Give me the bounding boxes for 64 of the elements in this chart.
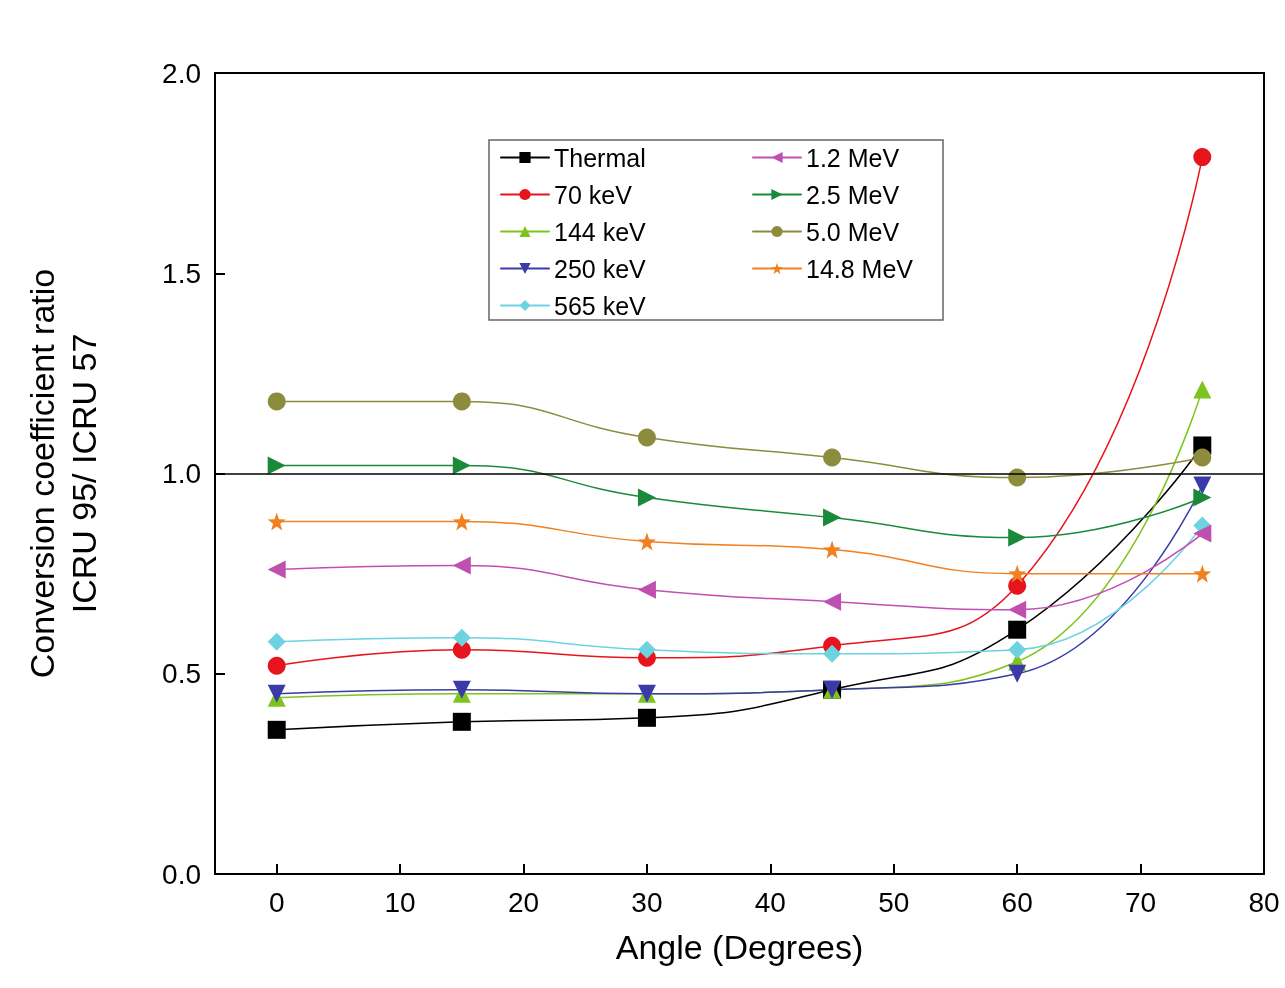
point	[1008, 664, 1027, 683]
point	[637, 580, 656, 599]
x-tick-label: 0	[268, 886, 285, 918]
point	[452, 556, 471, 575]
point	[823, 540, 842, 559]
point	[1193, 476, 1212, 495]
point	[452, 712, 471, 731]
point	[267, 392, 286, 411]
point	[637, 488, 656, 507]
point	[1008, 528, 1027, 547]
point	[452, 680, 471, 699]
y-tick-label: 0.0	[162, 858, 201, 890]
point	[1193, 448, 1212, 467]
x-tick-label: 20	[507, 886, 540, 918]
legend-label: 565 keV	[554, 291, 647, 320]
point	[452, 512, 471, 531]
point	[1008, 600, 1027, 619]
point	[452, 456, 471, 475]
x-tick-label: 40	[754, 886, 786, 918]
legend-label: 2.5 MeV	[806, 180, 900, 209]
x-tick-label: 10	[384, 886, 416, 918]
y-tick-label: 0.5	[162, 658, 201, 690]
point	[823, 644, 842, 663]
legend-label: Thermal	[554, 143, 646, 172]
point	[1193, 524, 1212, 543]
point	[1008, 564, 1027, 583]
point	[823, 508, 842, 527]
point	[637, 428, 656, 447]
point	[1193, 564, 1212, 583]
point	[267, 632, 286, 651]
point	[1193, 148, 1212, 167]
point	[823, 592, 842, 611]
point	[267, 656, 286, 675]
legend-label: 14.8 MeV	[806, 254, 914, 283]
x-tick-label: 50	[878, 886, 910, 918]
point	[1008, 640, 1027, 659]
point	[637, 708, 656, 727]
y-tick-label: 1.0	[162, 458, 201, 489]
point	[267, 560, 286, 579]
point	[452, 392, 471, 411]
y-tick-label: 2.0	[162, 57, 201, 89]
legend-label: 250 keV	[554, 254, 647, 283]
x-tick-label: 30	[631, 886, 663, 918]
x-tick-label: 60	[1001, 886, 1033, 918]
legend-label: 5.0 MeV	[806, 217, 900, 246]
legend-label: 1.2 MeV	[806, 143, 900, 172]
y-axis-title: Conversion coefficient ratio ICRU 95/ ICRU 57	[23, 268, 103, 679]
point	[1193, 380, 1212, 399]
point	[267, 720, 286, 739]
point	[452, 628, 471, 647]
point	[267, 456, 286, 475]
point	[637, 640, 656, 659]
x-axis-title: Angle (Degrees)	[615, 928, 864, 966]
legend-label: 144 keV	[554, 217, 647, 246]
point	[1008, 620, 1027, 639]
x-tick-label: 80	[1248, 886, 1280, 918]
point	[823, 448, 842, 467]
point	[267, 512, 286, 531]
x-tick-label: 70	[1125, 886, 1157, 918]
point	[637, 532, 656, 551]
point	[1193, 488, 1212, 507]
y-tick-label: 1.5	[162, 257, 201, 289]
point	[267, 684, 286, 703]
legend-label: 70 keV	[554, 180, 633, 209]
